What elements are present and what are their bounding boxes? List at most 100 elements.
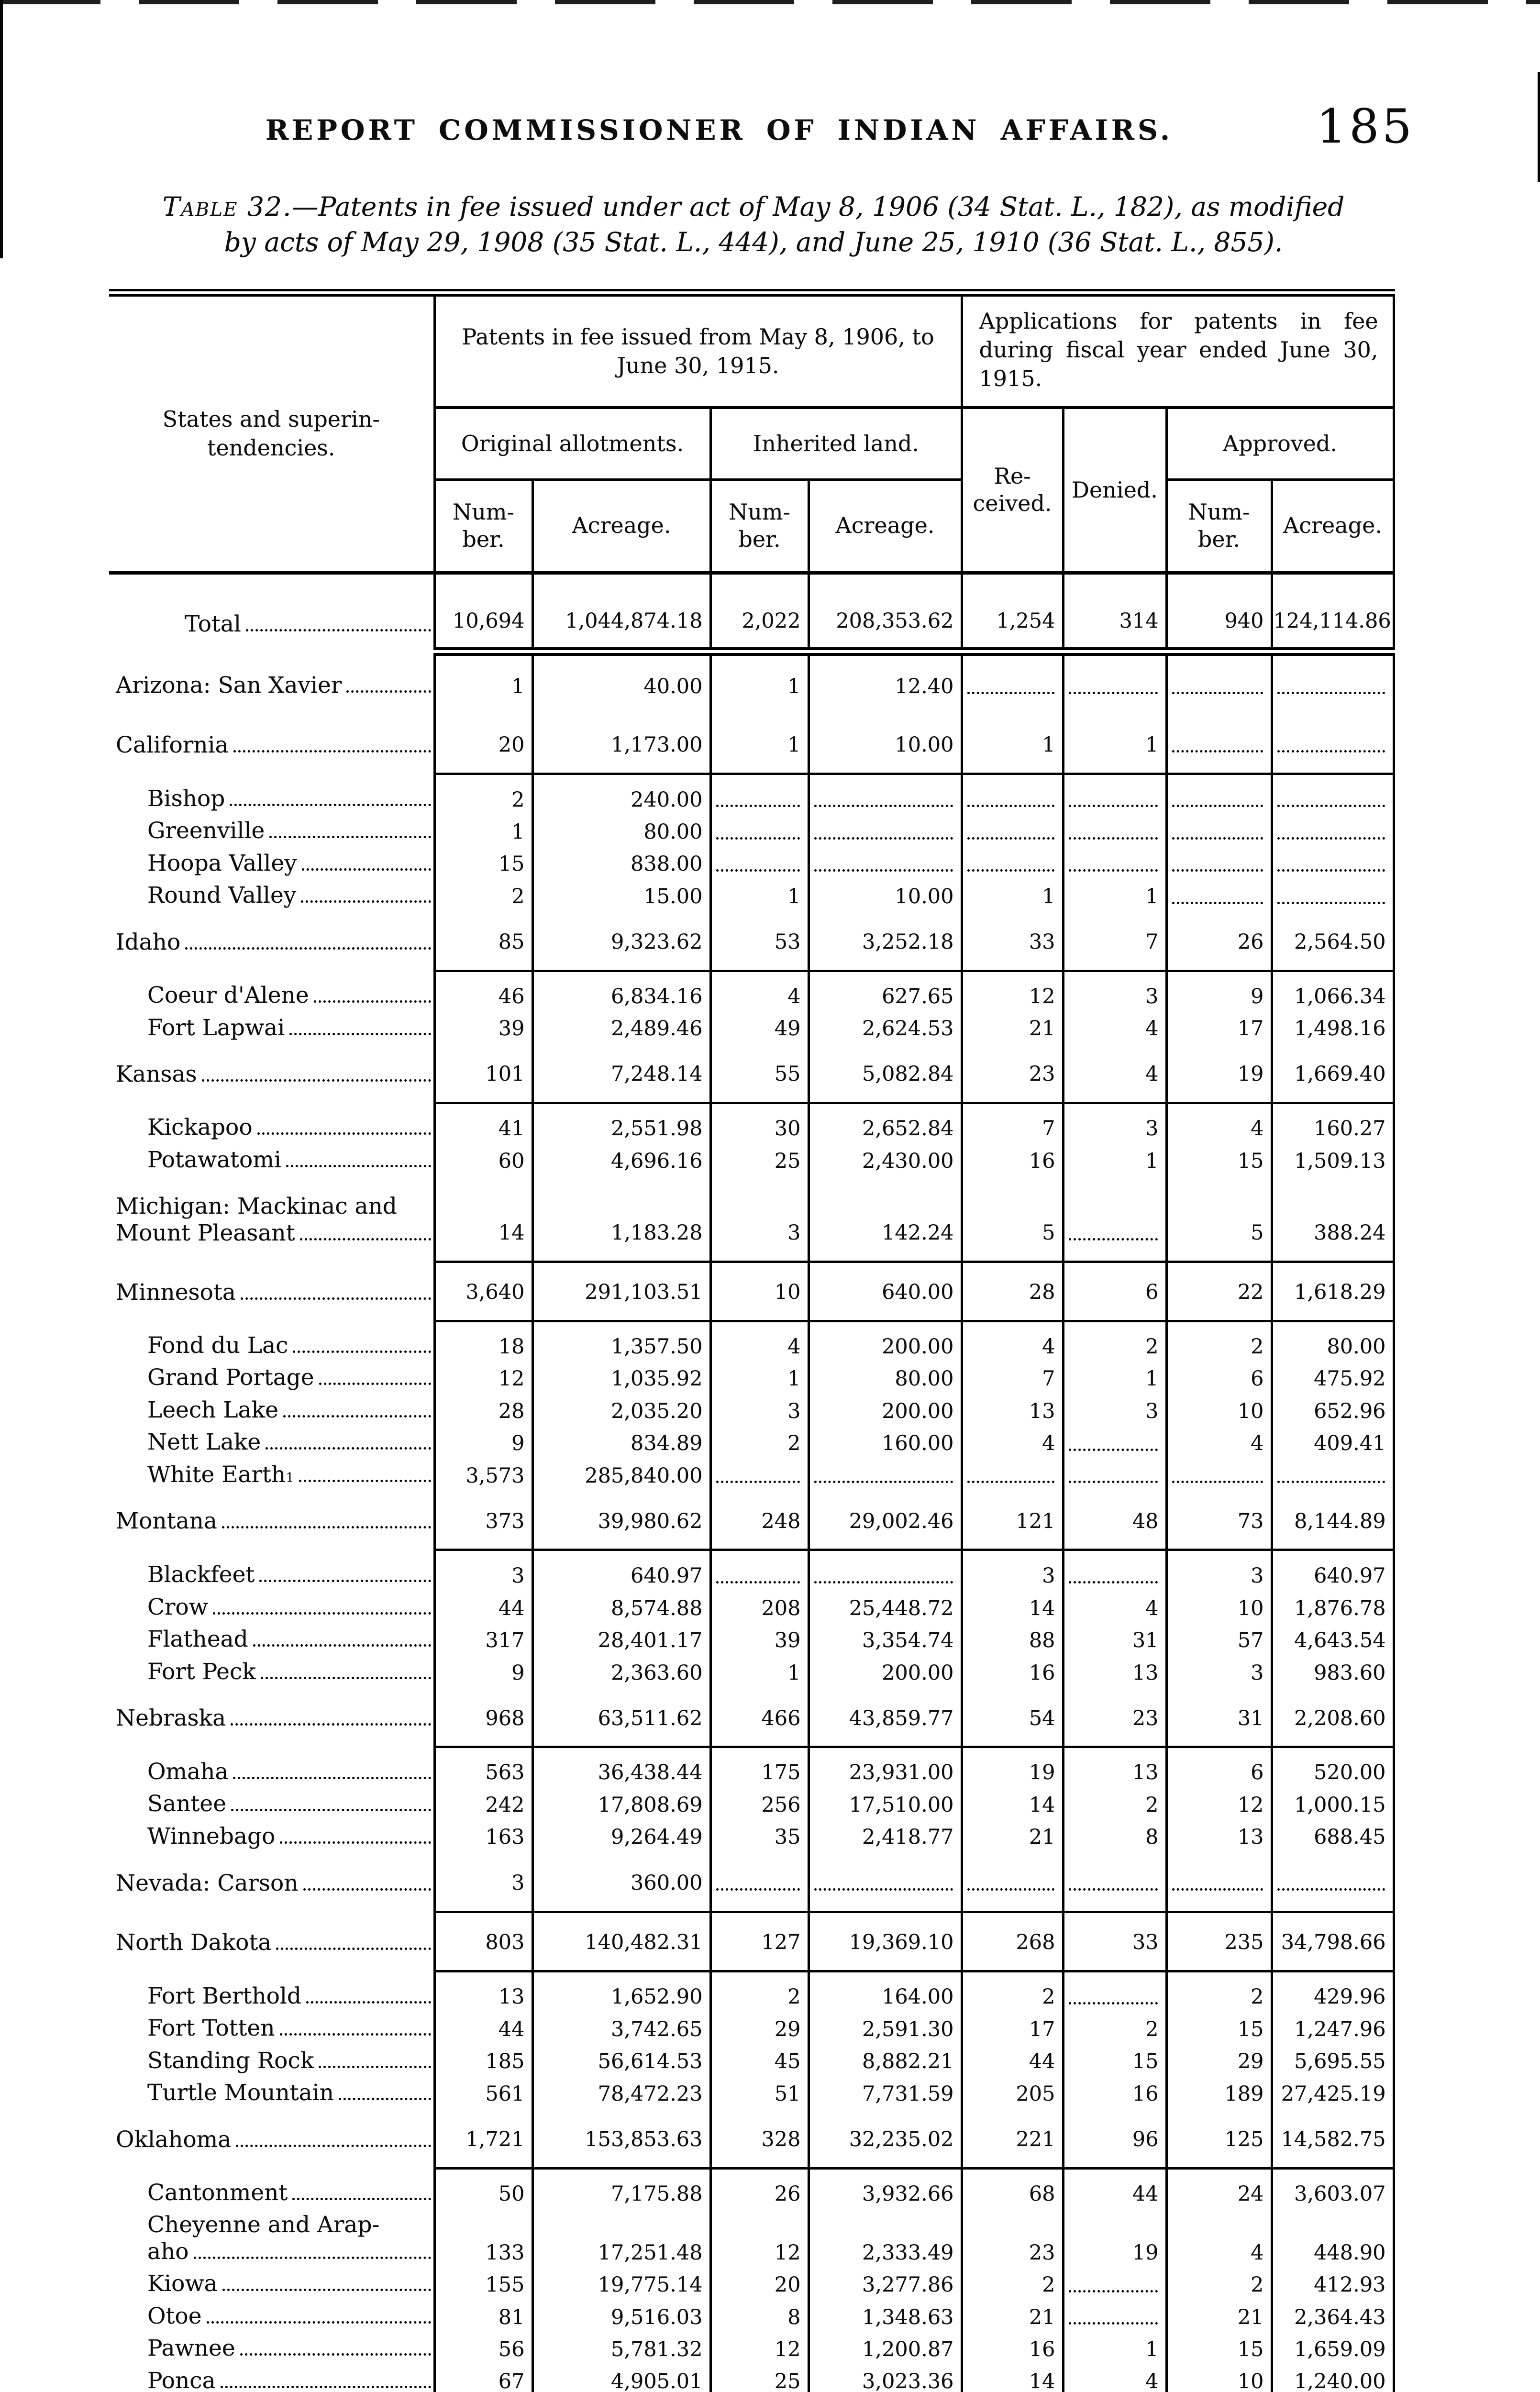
scan-artifact-top-edge	[0, 0, 1540, 4]
data-cell-approved_number: 15	[1165, 1143, 1272, 1176]
empty-cell-dots	[1277, 731, 1385, 753]
table-row: Omaha 563 36,438.44 175 23,931.00 19 13 6 520.00	[109, 1747, 1395, 1788]
empty-cell-dots	[1277, 819, 1385, 840]
data-cell-received: 23	[960, 2209, 1064, 2268]
data-cell-original_acreage: 2,363.60	[531, 1655, 710, 1688]
empty-cell-dots	[716, 851, 800, 872]
empty-cell-dots	[814, 851, 953, 872]
data-cell-denied: 3	[1062, 1394, 1167, 1427]
row-label-line: Fort Berthold	[112, 1983, 433, 2009]
data-cell-approved_acreage: 520.00	[1270, 1747, 1395, 1788]
dot-leader	[257, 1132, 431, 1135]
dot-leader	[240, 2353, 431, 2356]
data-cell-approved_acreage: 640.97	[1270, 1550, 1395, 1591]
empty-cell-dots	[1068, 2271, 1158, 2292]
data-cell-received: 121	[960, 1491, 1064, 1551]
header-row-columns: Num- ber. Acreage. Num- ber. Acreage. Nu…	[109, 479, 1395, 575]
table-row: California 20 1,173.00 1 10.00 1 1	[109, 714, 1395, 775]
empty-cell-dots	[1172, 1462, 1263, 1484]
row-label: Winnebago	[109, 1820, 434, 1852]
empty-cell-dots	[716, 786, 800, 808]
data-cell-received	[960, 847, 1064, 880]
data-cell-denied: 48	[1062, 1491, 1167, 1551]
dot-leader	[240, 1297, 431, 1300]
table-title: Table 32.—Patents in fee issued under ac…	[112, 189, 1395, 260]
table-row: Hoopa Valley 15 838.00	[109, 847, 1395, 880]
row-label: Flathead	[109, 1623, 434, 1655]
data-cell-inherited_acreage	[807, 847, 962, 880]
data-cell-inherited_number: 2	[709, 1426, 809, 1459]
row-label-line: Montana	[112, 1508, 433, 1534]
data-cell-original_number: 2	[433, 879, 532, 912]
dot-leader	[222, 1526, 431, 1529]
dot-leader	[236, 2144, 431, 2147]
data-cell-inherited_number: 175	[709, 1747, 809, 1788]
data-cell-inherited_number: 25	[709, 1143, 809, 1176]
row-label: Hoopa Valley	[109, 847, 434, 879]
number-header-line1: Num-	[452, 498, 515, 525]
footnote-marker: 1	[286, 1470, 294, 1485]
data-cell-inherited_acreage: 2,652.84	[807, 1103, 962, 1144]
data-cell-inherited_number: 10	[709, 1262, 809, 1322]
table-row: Flathead 317 28,401.17 39 3,354.74 88 31 57 4,64…	[109, 1623, 1395, 1656]
row-label-text: Crow	[147, 1594, 208, 1620]
table-body: Total 10,694 1,044,874.18 2,022 208,353.62 1,…	[109, 573, 1395, 2392]
data-cell-denied	[1062, 1550, 1167, 1591]
data-cell-approved_number: 6	[1165, 1747, 1272, 1788]
row-label-line: Crow	[112, 1594, 433, 1620]
data-cell-approved_number	[1165, 847, 1272, 880]
empty-cell-dots	[1277, 786, 1385, 808]
data-cell-inherited_acreage	[807, 1458, 962, 1491]
empty-cell-dots	[716, 1870, 800, 1891]
data-cell-inherited_acreage: 10.00	[807, 879, 962, 912]
dot-leader	[338, 2098, 431, 2101]
col-header-acreage-inherited: Acreage.	[807, 479, 962, 575]
empty-cell-dots	[814, 1870, 953, 1891]
row-label: Omaha	[109, 1747, 434, 1788]
data-cell-received: 205	[960, 2077, 1064, 2109]
row-label-text: Kickapoo	[147, 1114, 253, 1141]
data-cell-original_acreage: 9,264.49	[531, 1820, 710, 1853]
data-cell-inherited_acreage: 3,277.86	[807, 2268, 962, 2300]
data-cell-approved_number	[1165, 1458, 1272, 1491]
row-label-text: Montana	[116, 1508, 217, 1535]
table-row: Nett Lake 9 834.89 2 160.00 4 4 409.41	[109, 1426, 1395, 1459]
empty-cell-dots	[814, 1562, 953, 1584]
row-label: Minnesota	[109, 1262, 434, 1321]
row-label-line: California	[112, 732, 433, 758]
data-cell-inherited_acreage	[807, 1550, 962, 1591]
table-row: Oklahoma 1,721 153,853.63 328 32,235.02 221 96…	[109, 2109, 1395, 2170]
data-cell-original_acreage: 17,808.69	[531, 1788, 710, 1820]
data-cell-original_acreage: 39,980.62	[531, 1491, 710, 1551]
dot-leader	[259, 1580, 431, 1583]
data-cell-received: 16	[960, 1143, 1064, 1176]
empty-cell-dots	[1068, 851, 1158, 872]
row-label: Idaho	[109, 912, 434, 971]
col-header-number-inherited: Num- ber.	[709, 479, 809, 575]
data-cell-approved_acreage: 14,582.75	[1270, 2109, 1395, 2170]
data-cell-original_number: 56	[433, 2332, 532, 2365]
row-label-line: Nebraska	[112, 1705, 433, 1731]
data-cell-original_number: 133	[433, 2209, 532, 2268]
data-cell-inherited_number: 12	[709, 2332, 809, 2365]
row-label-text: Oklahoma	[116, 2126, 232, 2153]
row-label-text: Fond du Lac	[147, 1332, 288, 1359]
data-cell-approved_number: 26	[1165, 911, 1272, 972]
data-cell-original_number: 85	[433, 911, 532, 972]
data-cell-received: 4	[960, 1321, 1064, 1362]
row-label: Fort Lapwai	[109, 1012, 434, 1044]
row-label-text: Coeur d'Alene	[147, 982, 309, 1009]
page-number: 185	[1316, 100, 1415, 154]
col-subheader-approved: Approved.	[1165, 408, 1395, 481]
row-label-text: Flathead	[147, 1626, 248, 1653]
row-label: Round Valley	[109, 879, 434, 911]
data-cell-received: 54	[960, 1688, 1064, 1749]
data-cell-received: 16	[960, 1655, 1064, 1688]
row-label-text: Bishop	[147, 785, 225, 812]
data-cell-inherited_number: 53	[709, 911, 809, 972]
data-cell-received: 88	[960, 1623, 1064, 1656]
data-cell-approved_number: 57	[1165, 1623, 1272, 1656]
data-cell-received: 1	[960, 714, 1064, 775]
empty-cell-dots	[1172, 786, 1263, 808]
table-row: Idaho 85 9,323.62 53 3,252.18 33 7 26 2,564.50	[109, 911, 1395, 972]
